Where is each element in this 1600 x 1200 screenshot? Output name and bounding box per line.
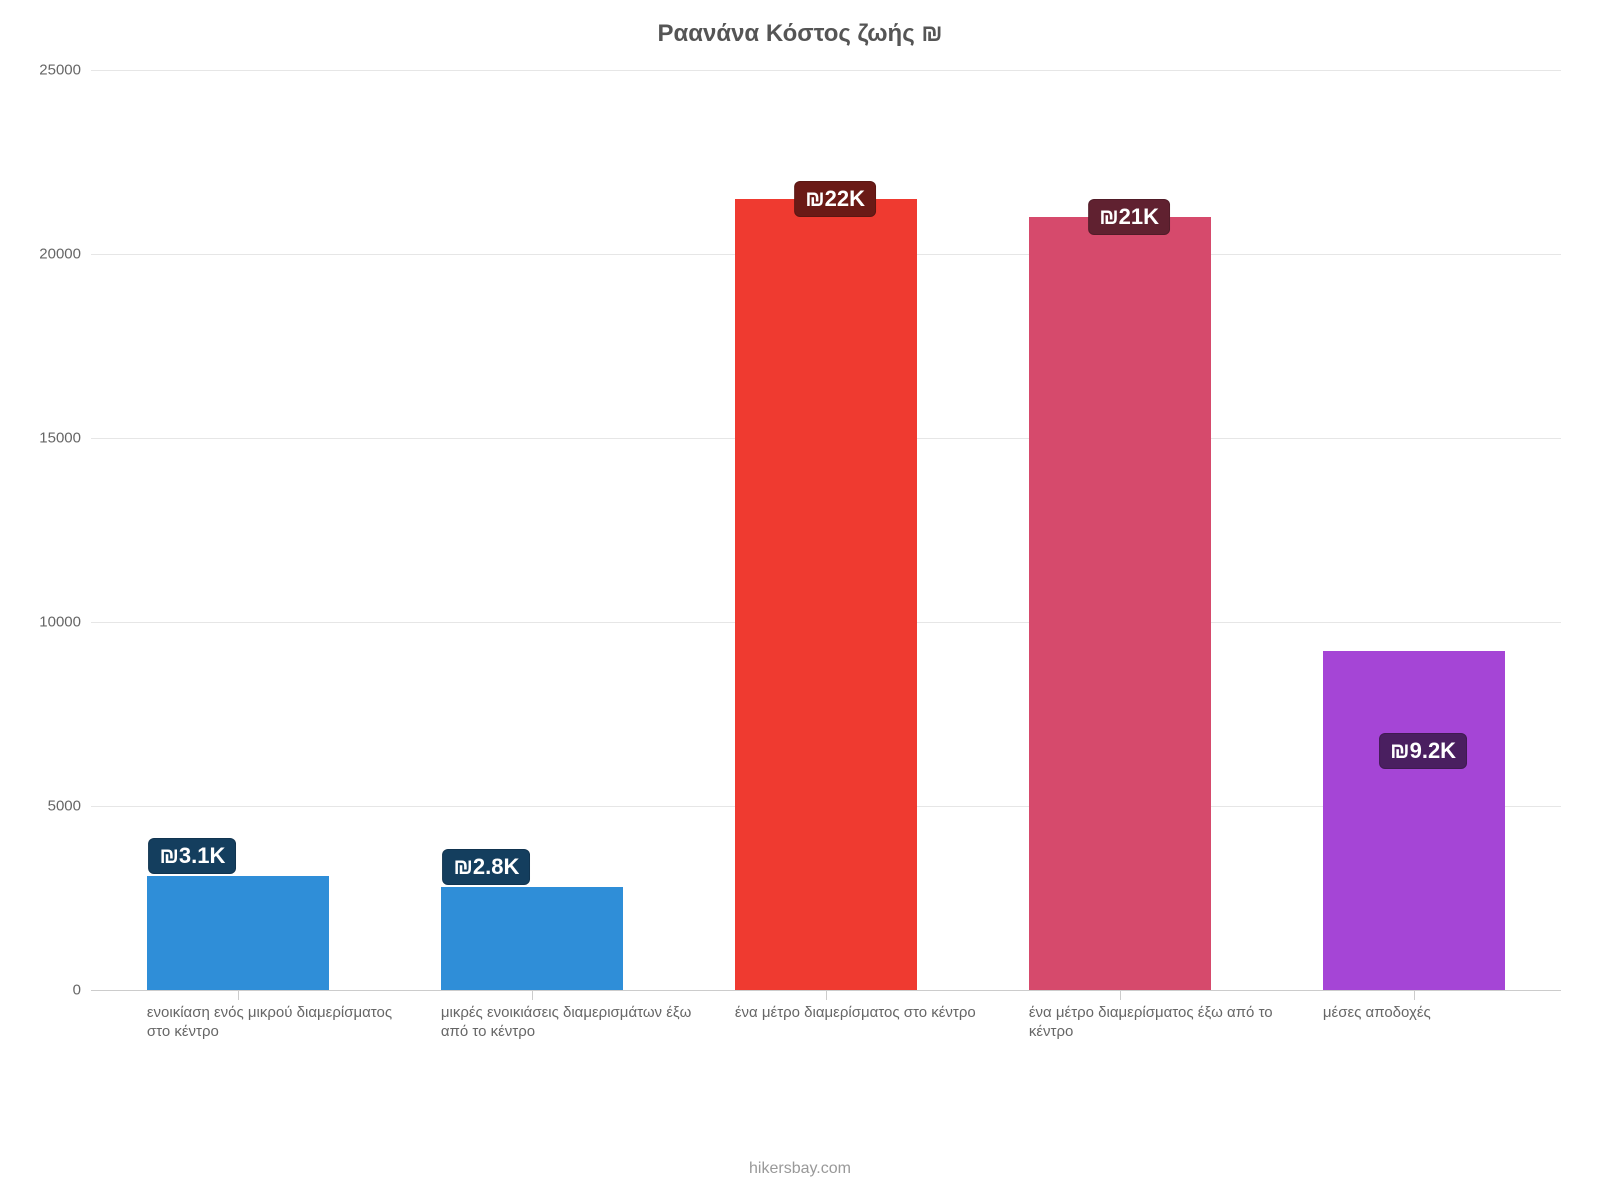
chart-title: Ραανάνα Κόστος ζωής ₪ bbox=[0, 20, 1600, 48]
x-tickmark bbox=[826, 990, 827, 1000]
x-tick-label: ένα μέτρο διαμερίσματος στο κέντρο bbox=[735, 1004, 995, 1023]
bar-value-label: ₪22K bbox=[794, 181, 876, 217]
y-tick-label: 5000 bbox=[48, 798, 81, 815]
grid-line bbox=[91, 70, 1561, 71]
y-tick-label: 20000 bbox=[39, 246, 81, 263]
bar-value-label: ₪9.2K bbox=[1379, 733, 1467, 769]
x-tickmark bbox=[532, 990, 533, 1000]
bar-value-label: ₪2.8K bbox=[442, 849, 530, 885]
credits-text: hikersbay.com bbox=[0, 1160, 1600, 1178]
x-tickmark bbox=[238, 990, 239, 1000]
x-tickmark bbox=[1414, 990, 1415, 1000]
x-tick-label: μικρές ενοικιάσεις διαμερισμάτων έξω από… bbox=[441, 1004, 701, 1042]
y-tick-label: 25000 bbox=[39, 62, 81, 79]
bar[interactable] bbox=[147, 876, 329, 990]
chart-container: Ραανάνα Κόστος ζωής ₪ 050001000015000200… bbox=[0, 0, 1600, 1200]
y-tick-label: 10000 bbox=[39, 614, 81, 631]
bar[interactable] bbox=[441, 887, 623, 990]
x-tick-label: μέσες αποδοχές bbox=[1323, 1004, 1583, 1023]
plot-area: 0500010000150002000025000ενοικίαση ενός … bbox=[90, 70, 1561, 991]
bar-value-label: ₪3.1K bbox=[148, 838, 236, 874]
x-tick-label: ένα μέτρο διαμερίσματος έξω από το κέντρ… bbox=[1029, 1004, 1289, 1042]
bar[interactable] bbox=[735, 199, 917, 990]
x-tick-label: ενοικίαση ενός μικρού διαμερίσματος στο … bbox=[147, 1004, 407, 1042]
bar[interactable] bbox=[1029, 217, 1211, 990]
x-tickmark bbox=[1120, 990, 1121, 1000]
y-tick-label: 0 bbox=[73, 982, 81, 999]
y-tick-label: 15000 bbox=[39, 430, 81, 447]
bar-value-label: ₪21K bbox=[1088, 199, 1170, 235]
bar[interactable] bbox=[1323, 651, 1505, 990]
